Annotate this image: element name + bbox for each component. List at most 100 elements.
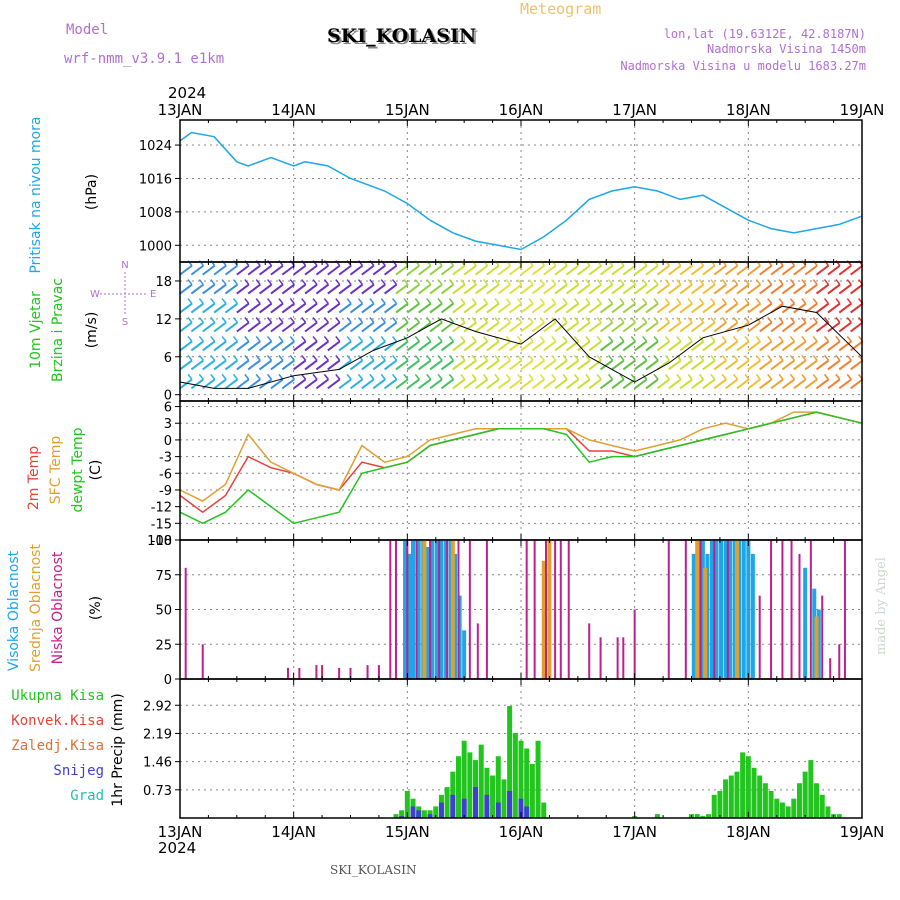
wind-barb	[327, 283, 341, 295]
compass-s: S	[122, 317, 128, 328]
precip-bar	[421, 810, 427, 818]
wind-barb-flag	[517, 298, 523, 305]
wind-barb-flag	[607, 373, 614, 380]
wind-barb	[372, 340, 386, 352]
cloud-bar	[726, 540, 729, 679]
wind-barb-flag	[721, 317, 727, 323]
wind-barb	[622, 340, 636, 352]
wind-barb	[315, 378, 329, 390]
wind-barb	[713, 321, 727, 333]
wind-barb	[236, 302, 250, 314]
cloud-bar	[349, 667, 352, 679]
wind-barb	[531, 321, 545, 333]
cloud-bar	[714, 540, 719, 679]
cloud-bar	[457, 595, 462, 679]
wind-barb	[611, 378, 625, 390]
precip-bar	[399, 816, 405, 818]
time-label-top: 13JAN	[158, 101, 203, 119]
wind-barb	[543, 321, 557, 333]
wind-barb-flag	[721, 335, 727, 342]
wind-barb	[327, 340, 341, 352]
wind-barb-flag	[266, 279, 273, 286]
cloud-bar	[485, 540, 488, 679]
wind-barb	[543, 302, 557, 314]
wind-barb	[372, 283, 386, 295]
wind-barb-flag	[721, 354, 727, 361]
wind-barb-flag	[312, 354, 318, 361]
wind-barb	[747, 321, 761, 333]
wind-barb-flag	[210, 373, 216, 380]
wind-barb-flag	[573, 354, 580, 361]
wind-barb-flag	[676, 373, 682, 380]
cloud-bar	[812, 588, 817, 679]
cloud-bar	[476, 623, 479, 679]
wind-barb	[190, 359, 204, 371]
wind-barb-flag	[778, 298, 784, 305]
wind-barb	[668, 359, 682, 371]
wind-barb	[429, 321, 443, 333]
y-axis-label: Visoka Oblacnost	[6, 550, 22, 671]
time-label-top: 18JAN	[726, 101, 771, 119]
wind-barb-flag	[380, 373, 386, 380]
precip-bar	[728, 775, 734, 818]
wind-barb	[804, 359, 818, 371]
lonlat-text: lon,lat (19.6312E, 42.8187N)	[664, 27, 866, 41]
wind-barb-flag	[539, 335, 545, 342]
legend-item: Ukupna Kisa	[11, 688, 104, 704]
wind-barb-flag	[221, 335, 227, 342]
wind-barb	[702, 321, 716, 333]
wind-barb	[554, 283, 568, 295]
wind-barb	[304, 378, 318, 390]
cloud-bar	[737, 540, 742, 679]
wind-barb-flag	[289, 335, 295, 342]
wind-barb-flag	[210, 279, 216, 286]
wind-barb	[190, 378, 204, 390]
wind-barb	[372, 321, 386, 333]
time-label-top: 16JAN	[499, 101, 544, 119]
wind-barb-flag	[846, 335, 852, 342]
wind-barb	[293, 359, 307, 371]
wind-speed-line	[179, 305, 863, 389]
wind-barb	[338, 378, 352, 390]
time-label-bottom: 13JAN	[158, 823, 203, 841]
wind-barb-flag	[505, 317, 511, 323]
wind-barb	[202, 340, 216, 352]
wind-panel: 0 6 12 18 10m Vjetar Brzina i Pravac (m/s) N W E S	[28, 260, 864, 404]
wind-barb	[759, 302, 773, 314]
wind-barb-flag	[301, 317, 307, 323]
y-axis-label: Brzina i Pravac	[50, 278, 66, 382]
wind-barb-flag	[448, 317, 455, 323]
wind-barb	[293, 302, 307, 314]
wind-barb	[611, 359, 625, 371]
wind-barb-flag	[266, 317, 273, 323]
wind-barb	[781, 264, 796, 276]
wind-barb	[724, 302, 739, 314]
wind-barb-flag	[778, 354, 784, 361]
wind-barb	[213, 340, 227, 352]
precip-bar	[762, 783, 768, 818]
wind-barb-flag	[357, 298, 364, 305]
wind-barb	[599, 378, 614, 390]
cloud-bar	[713, 540, 716, 679]
wind-barb	[315, 264, 329, 276]
wind-barb-flag	[505, 354, 511, 361]
y-tick-label: 6	[164, 351, 172, 366]
cloud-bar	[448, 540, 453, 679]
precip-bar	[501, 779, 507, 818]
wind-barb	[588, 340, 602, 352]
wind-barb	[338, 302, 352, 314]
wind-barb	[349, 302, 364, 314]
wind-barb	[770, 264, 784, 276]
wind-barb	[315, 359, 329, 371]
wind-barb-flag	[403, 298, 409, 305]
wind-barb	[736, 283, 750, 295]
wind-barb	[827, 359, 841, 371]
wind-barb	[690, 378, 705, 390]
cloud-bar	[684, 540, 687, 679]
cloud-bar	[559, 540, 562, 679]
precip-bar	[450, 794, 456, 818]
wind-barb	[327, 264, 341, 276]
wind-barb-flag	[721, 279, 727, 286]
wind-barb-flag	[767, 298, 773, 305]
wind-barb-flag	[596, 373, 602, 380]
